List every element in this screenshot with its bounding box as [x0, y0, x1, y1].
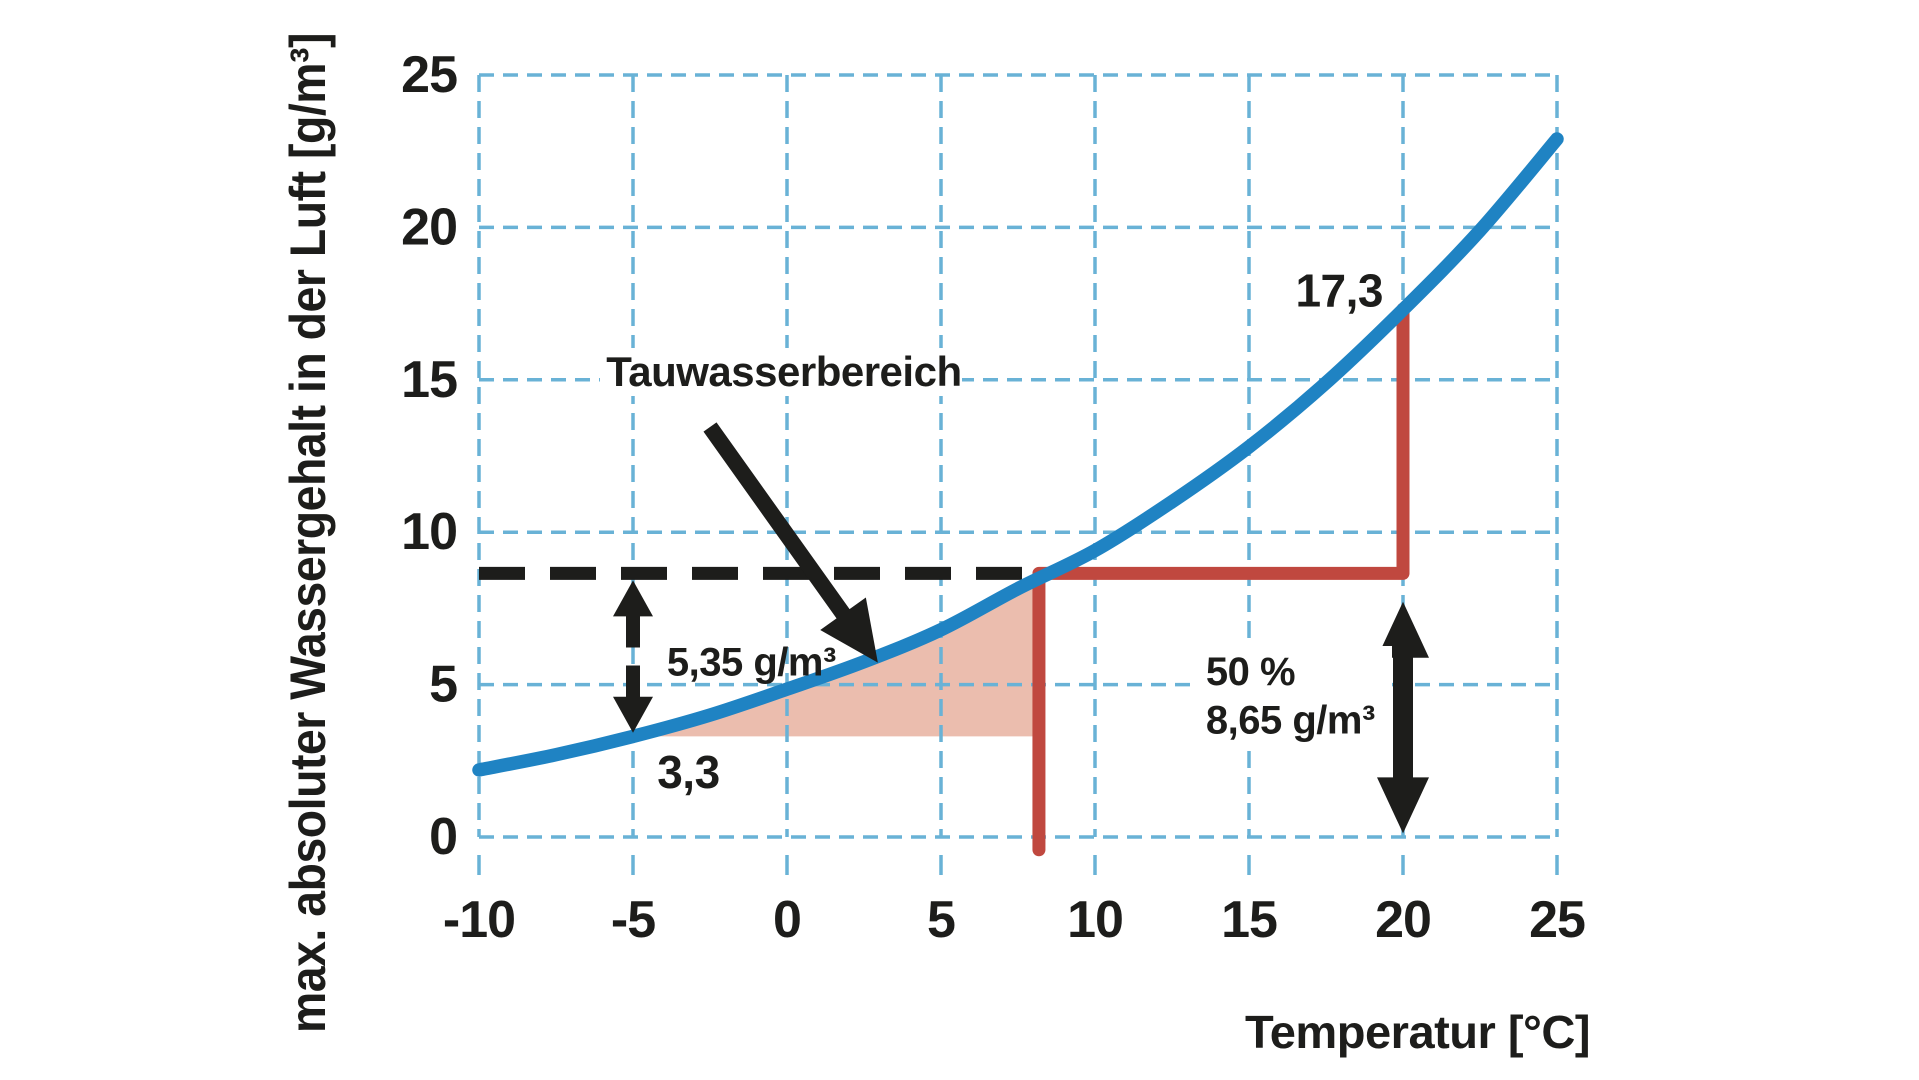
x-tick-label: -10: [443, 891, 515, 949]
humidity-double-arrow: [1377, 601, 1429, 834]
y-tick-label: 25: [401, 46, 457, 104]
humidity-absolute-label: 8,65 g/m³: [1206, 699, 1375, 743]
x-tick-label: 0: [773, 891, 801, 949]
x-tick-label: 25: [1529, 891, 1585, 949]
label-backing: [600, 348, 962, 396]
x-tick-label: 15: [1221, 891, 1277, 949]
construction-line-red: [1032, 302, 1410, 857]
label-backing-layer: [600, 348, 1392, 744]
y-axis-label: max. absoluter Wassergehalt in der Luft …: [280, 33, 336, 1033]
grid-layer: [477, 73, 1559, 875]
label-backing: [1196, 646, 1392, 744]
tick-label-layer: -10 -5 0 5 10 15 20 25 0 5 10 15 20 25: [401, 46, 1586, 949]
difference-double-arrow: [613, 580, 653, 733]
curve-layer: [472, 132, 1564, 777]
x-tick-label: 10: [1067, 891, 1123, 949]
tauwasserbereich-label: Tauwasserbereich: [606, 348, 961, 395]
tauwasserbereich-pointer-arrow: [703, 422, 878, 663]
y-tick-label: 0: [429, 808, 457, 866]
saturation-curve: [472, 132, 1564, 777]
x-tick-label: 5: [927, 891, 955, 949]
annotation-layer: Tauwasserbereich 17,3 5,35 g/m³ 3,3 50 %…: [280, 33, 1591, 1058]
y-tick-label: 10: [401, 503, 457, 561]
x-tick-label: 20: [1375, 891, 1431, 949]
dew-point-value-label: 17,3: [1295, 264, 1383, 316]
difference-value-label: 5,35 g/m³: [667, 640, 836, 684]
y-tick-label: 15: [401, 351, 457, 409]
arrow-layer: [613, 422, 1429, 834]
x-axis-label: Temperatur [°C]: [1245, 1006, 1590, 1058]
humidity-percent-label: 50 %: [1206, 650, 1295, 694]
curve-value-label: 3,3: [657, 746, 719, 798]
x-tick-label: -5: [611, 891, 655, 949]
red-line-layer: [1032, 302, 1410, 857]
y-tick-label: 20: [401, 198, 457, 256]
dew-region-shade: [633, 578, 1039, 737]
shade-layer: [633, 578, 1039, 737]
y-tick-label: 5: [429, 656, 457, 714]
